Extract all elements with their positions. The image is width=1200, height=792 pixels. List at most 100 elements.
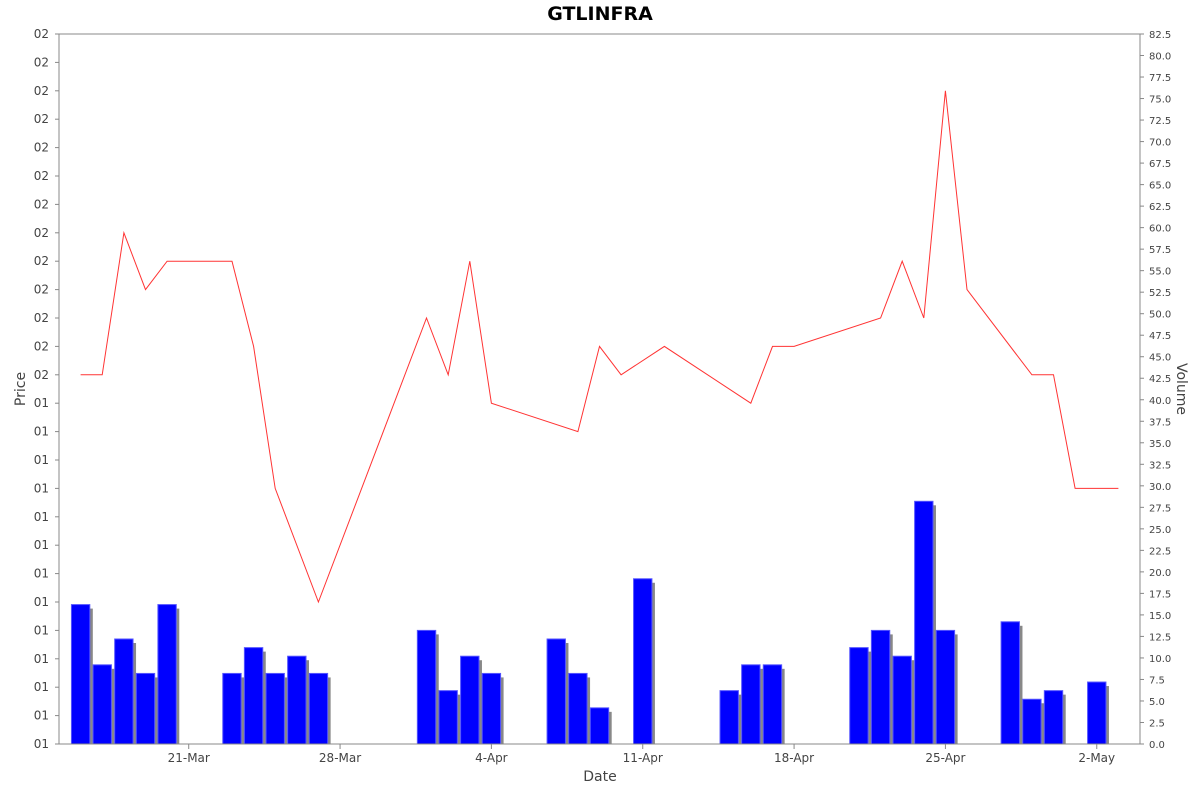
- left-tick-label: 02: [34, 226, 49, 240]
- x-axis: 21-Mar 28-Mar 4-Apr 11-Apr 18-Apr 25-Apr 2-May: [59, 743, 1140, 765]
- left-tick-label: 01: [34, 425, 49, 439]
- volume-bar: [1000, 621, 1020, 745]
- price-line: [80, 90, 1119, 604]
- volume-bar: [741, 664, 761, 745]
- left-tick-label: 01: [34, 453, 49, 467]
- x-tick-label: 21-Mar: [168, 751, 210, 765]
- x-axis-label: Date: [583, 769, 616, 785]
- volume-bar: [892, 655, 912, 745]
- plot-area: [58, 33, 1141, 745]
- left-tick-label: 01: [34, 538, 49, 552]
- left-axis-label: Price: [13, 372, 29, 406]
- left-tick-label: 02: [34, 368, 49, 382]
- left-tick-label: 02: [34, 283, 49, 297]
- volume-bar: [70, 604, 91, 745]
- left-tick-label: 01: [34, 595, 49, 609]
- x-tick-label: 11-Apr: [623, 751, 663, 765]
- right-tick-label: 57.5: [1149, 245, 1171, 256]
- left-axis: 01 01 01 01 01 01 01 01 01 01 01 01 01 02 02 02 02 02 02 02…: [34, 27, 59, 751]
- left-tick-label: 01: [34, 652, 49, 666]
- volume-bar: [849, 647, 869, 745]
- volume-bar: [1087, 681, 1107, 745]
- volume-bar: [157, 604, 177, 745]
- left-tick-label: 02: [34, 311, 49, 325]
- left-tick-label: 02: [34, 84, 49, 98]
- right-tick-label: 0.0: [1149, 740, 1165, 751]
- right-tick-label: 37.5: [1149, 417, 1171, 428]
- left-tick-label: 01: [34, 623, 49, 637]
- right-tick-label: 82.5: [1149, 30, 1171, 41]
- volume-bar: [287, 655, 307, 745]
- volume-bars: [70, 500, 1109, 745]
- volume-bar: [481, 672, 502, 745]
- right-tick-label: 52.5: [1149, 288, 1171, 299]
- volume-bar: [568, 672, 588, 745]
- left-tick-label: 01: [34, 567, 49, 581]
- volume-bar: [935, 629, 956, 745]
- volume-bar: [870, 629, 891, 745]
- right-tick-label: 32.5: [1149, 460, 1171, 471]
- volume-bar: [460, 655, 480, 745]
- left-tick-label: 01: [34, 709, 49, 723]
- right-axis-label: Volume: [1173, 363, 1189, 415]
- x-tick-label: 4-Apr: [475, 751, 508, 765]
- volume-bar: [589, 707, 610, 745]
- right-tick-label: 17.5: [1149, 589, 1171, 600]
- left-tick-label: 01: [34, 510, 49, 524]
- right-tick-label: 65.0: [1149, 181, 1171, 192]
- left-tick-label: 02: [34, 27, 49, 41]
- volume-bar: [633, 578, 653, 745]
- chart-title: GTLINFRA: [547, 3, 653, 25]
- right-tick-label: 42.5: [1149, 374, 1171, 385]
- volume-bar: [92, 664, 112, 745]
- left-tick-label: 02: [34, 197, 49, 211]
- right-tick-label: 62.5: [1149, 202, 1171, 213]
- right-tick-label: 22.5: [1149, 546, 1171, 557]
- right-axis: 0.0 2.5 5.0 7.5 10.0 12.5 15.0 17.5 20.0 22.5 25.0…: [1140, 30, 1171, 751]
- right-tick-label: 5.0: [1149, 697, 1165, 708]
- x-tick-label: 25-Apr: [925, 751, 965, 765]
- x-tick-label: 2-May: [1078, 751, 1115, 765]
- left-tick-label: 01: [34, 680, 49, 694]
- right-tick-label: 27.5: [1149, 503, 1171, 514]
- right-tick-label: 7.5: [1149, 675, 1165, 686]
- left-tick-label: 02: [34, 112, 49, 126]
- right-tick-label: 40.0: [1149, 396, 1171, 407]
- volume-bar: [546, 638, 566, 745]
- right-tick-label: 12.5: [1149, 632, 1171, 643]
- volume-bar: [1043, 690, 1064, 745]
- left-tick-label: 02: [34, 141, 49, 155]
- right-tick-label: 80.0: [1149, 52, 1171, 63]
- volume-bar: [719, 690, 739, 745]
- right-tick-label: 70.0: [1149, 138, 1171, 149]
- volume-bar: [914, 500, 934, 745]
- volume-bar: [762, 664, 783, 745]
- left-tick-label: 01: [34, 737, 49, 751]
- volume-bar: [135, 672, 156, 745]
- right-tick-label: 20.0: [1149, 568, 1171, 579]
- right-tick-label: 75.0: [1149, 95, 1171, 106]
- right-tick-label: 47.5: [1149, 331, 1171, 342]
- right-tick-label: 35.0: [1149, 439, 1171, 450]
- right-tick-label: 60.0: [1149, 224, 1171, 235]
- right-tick-label: 25.0: [1149, 525, 1171, 536]
- right-tick-label: 77.5: [1149, 73, 1171, 84]
- left-tick-label: 02: [34, 55, 49, 69]
- right-tick-label: 55.0: [1149, 267, 1171, 278]
- right-tick-label: 45.0: [1149, 353, 1171, 364]
- volume-bar: [222, 672, 242, 745]
- right-tick-label: 10.0: [1149, 654, 1171, 665]
- x-tick-label: 28-Mar: [319, 751, 361, 765]
- volume-bar: [438, 690, 458, 745]
- left-tick-label: 02: [34, 254, 49, 268]
- left-tick-label: 01: [34, 481, 49, 495]
- volume-bar: [308, 672, 329, 745]
- left-tick-label: 02: [34, 339, 49, 353]
- volume-bar: [243, 647, 264, 745]
- right-tick-label: 2.5: [1149, 718, 1165, 729]
- left-tick-label: 01: [34, 396, 49, 410]
- right-tick-label: 50.0: [1149, 310, 1171, 321]
- right-tick-label: 30.0: [1149, 482, 1171, 493]
- volume-bar: [416, 629, 437, 745]
